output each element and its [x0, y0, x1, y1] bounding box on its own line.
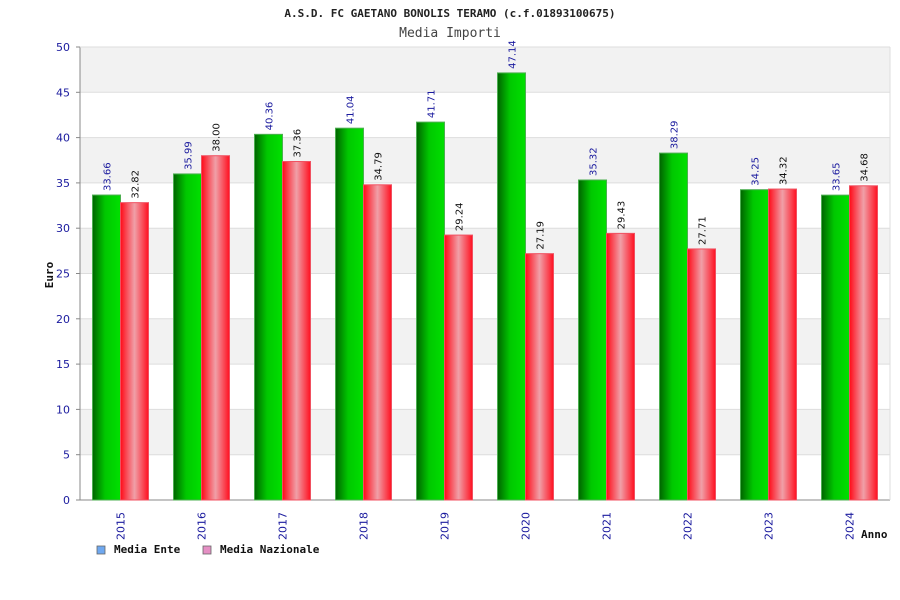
x-tick-label-2020: 2020 — [520, 512, 533, 540]
bar-media-ente-2018 — [335, 127, 364, 501]
bar-media-ente-2017 — [254, 133, 283, 501]
bar-media-nazionale-2018 — [363, 184, 392, 501]
data-label-media-nazionale-2016: 38.00 — [212, 123, 223, 152]
data-label-media-ente-2022: 38.29 — [670, 120, 681, 149]
bar-media-nazionale-2019 — [444, 234, 473, 501]
data-label-media-nazionale-2015: 32.82 — [131, 170, 142, 199]
y-tick-label: 40 — [56, 132, 70, 145]
x-tick-label-2017: 2017 — [277, 512, 290, 540]
y-tick-label: 15 — [56, 358, 70, 371]
x-axis-ticks: 2015 2016 2017 2018 2019 2020 2021 2022 2023 2024 — [115, 512, 857, 540]
y-tick-label: 0 — [63, 494, 70, 507]
y-tick-label: 20 — [56, 313, 70, 326]
x-tick-label-2018: 2018 — [358, 512, 371, 540]
bar-media-ente-2020 — [497, 72, 526, 501]
bar-media-ente-2015 — [92, 194, 121, 501]
x-tick-label-2022: 2022 — [682, 512, 695, 540]
y-tick-label: 25 — [56, 268, 70, 281]
bar-media-ente-2019 — [416, 121, 445, 501]
data-label-media-ente-2016: 35.99 — [184, 141, 195, 170]
data-label-media-nazionale-2018: 34.79 — [374, 152, 385, 181]
legend: Media Ente Media Nazionale — [96, 543, 320, 556]
y-tick-label: 45 — [56, 86, 70, 99]
bar-media-ente-2022 — [659, 152, 688, 501]
data-label-media-nazionale-2023: 34.32 — [779, 156, 790, 185]
legend-swatch-media-ente — [96, 545, 106, 555]
data-label-media-nazionale-2022: 27.71 — [698, 216, 709, 245]
y-axis-label: Euro — [43, 261, 56, 288]
data-label-media-ente-2019: 41.71 — [427, 89, 438, 118]
chart-subtitle: Media Importi — [399, 26, 501, 41]
data-label-media-nazionale-2020: 27.19 — [536, 221, 547, 250]
x-axis-label: Anno — [861, 528, 888, 541]
bar-media-nazionale-2017 — [282, 161, 311, 501]
data-label-media-ente-2023: 34.25 — [751, 157, 762, 186]
x-tick-label-2021: 2021 — [601, 512, 614, 540]
x-tick-label-2019: 2019 — [439, 512, 452, 540]
y-tick-label: 50 — [56, 41, 70, 54]
y-axis-ticks: 0 5 10 15 20 25 30 35 40 45 50 — [56, 41, 70, 507]
bar-media-nazionale-2021 — [606, 232, 635, 501]
bar-media-ente-2016 — [173, 173, 202, 501]
bar-media-ente-2023 — [740, 189, 769, 501]
data-labels: 33.66 32.82 35.99 38.00 40.36 37.36 41.04 34.79… — [103, 40, 871, 249]
data-label-media-nazionale-2024: 34.68 — [860, 153, 871, 182]
data-label-media-ente-2024: 33.65 — [832, 162, 843, 191]
data-label-media-nazionale-2019: 29.24 — [455, 202, 466, 231]
data-label-media-ente-2021: 35.32 — [589, 147, 600, 176]
bar-media-ente-2024 — [821, 194, 850, 501]
x-tick-label-2024: 2024 — [844, 512, 857, 540]
y-tick-label: 35 — [56, 177, 70, 190]
x-tick-label-2016: 2016 — [196, 512, 209, 540]
bar-media-nazionale-2023 — [768, 188, 797, 501]
x-tick-label-2015: 2015 — [115, 512, 128, 540]
data-label-media-nazionale-2021: 29.43 — [617, 201, 628, 230]
y-tick-label: 5 — [63, 449, 70, 462]
bar-media-ente-2021 — [578, 179, 607, 501]
plot-band — [80, 47, 890, 93]
bar-media-nazionale-2020 — [525, 253, 554, 501]
bar-media-nazionale-2016 — [201, 155, 230, 501]
y-tick-label: 30 — [56, 222, 70, 235]
y-tick-label: 10 — [56, 403, 70, 416]
bar-media-nazionale-2022 — [687, 248, 716, 501]
data-label-media-nazionale-2017: 37.36 — [293, 129, 304, 158]
legend-label-media-nazionale: Media Nazionale — [220, 543, 320, 556]
legend-label-media-ente: Media Ente — [114, 543, 181, 556]
bar-media-nazionale-2024 — [849, 185, 878, 501]
bars — [92, 72, 878, 501]
legend-swatch-media-nazionale — [202, 545, 212, 555]
data-label-media-ente-2015: 33.66 — [103, 162, 114, 191]
data-label-media-ente-2020: 47.14 — [508, 40, 519, 69]
bar-media-nazionale-2015 — [120, 202, 149, 501]
data-label-media-ente-2018: 41.04 — [346, 96, 357, 125]
chart-title: A.S.D. FC GAETANO BONOLIS TERAMO (c.f.01… — [284, 7, 615, 20]
x-tick-label-2023: 2023 — [763, 512, 776, 540]
data-label-media-ente-2017: 40.36 — [265, 102, 276, 131]
